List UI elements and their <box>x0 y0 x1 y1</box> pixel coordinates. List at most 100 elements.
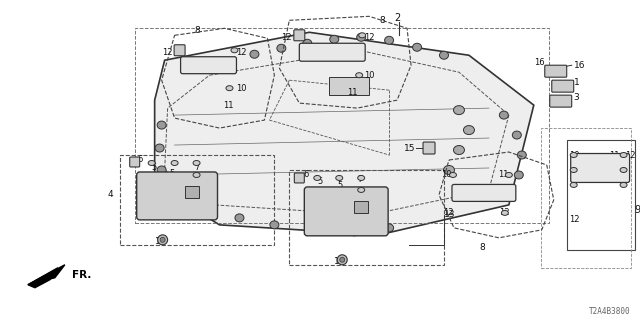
Ellipse shape <box>570 182 577 188</box>
Text: 6: 6 <box>303 171 308 180</box>
FancyBboxPatch shape <box>294 173 304 183</box>
Ellipse shape <box>454 106 465 115</box>
Ellipse shape <box>193 172 200 178</box>
FancyBboxPatch shape <box>571 154 630 182</box>
Text: FR.: FR. <box>72 270 92 280</box>
Polygon shape <box>28 268 58 288</box>
Text: 8: 8 <box>195 26 200 35</box>
Text: 3: 3 <box>573 93 579 102</box>
Ellipse shape <box>336 175 343 180</box>
FancyBboxPatch shape <box>130 157 140 167</box>
Text: 5: 5 <box>170 170 175 179</box>
FancyBboxPatch shape <box>137 172 218 220</box>
Text: 9: 9 <box>635 205 640 215</box>
Ellipse shape <box>513 131 522 139</box>
Ellipse shape <box>358 188 365 192</box>
Text: 12: 12 <box>364 33 374 42</box>
Ellipse shape <box>148 161 155 165</box>
Ellipse shape <box>349 228 358 236</box>
Text: 14: 14 <box>334 257 346 266</box>
Bar <box>566 140 635 250</box>
Ellipse shape <box>220 58 229 66</box>
Text: 13: 13 <box>444 210 456 220</box>
Text: 10: 10 <box>364 71 374 80</box>
Polygon shape <box>155 32 534 235</box>
Ellipse shape <box>310 226 319 234</box>
Ellipse shape <box>277 44 286 52</box>
Bar <box>289 170 444 265</box>
Ellipse shape <box>337 255 348 265</box>
Ellipse shape <box>330 35 339 43</box>
Ellipse shape <box>270 221 279 229</box>
Text: 12: 12 <box>569 215 579 224</box>
FancyBboxPatch shape <box>294 30 305 41</box>
Ellipse shape <box>385 36 394 44</box>
Ellipse shape <box>193 161 200 165</box>
Ellipse shape <box>160 237 165 242</box>
Ellipse shape <box>499 111 508 119</box>
Text: 5: 5 <box>337 181 342 190</box>
Text: 16: 16 <box>534 58 545 67</box>
Text: 11: 11 <box>223 100 234 110</box>
Ellipse shape <box>620 153 627 157</box>
Ellipse shape <box>340 257 345 262</box>
Ellipse shape <box>250 50 259 58</box>
Ellipse shape <box>620 167 627 172</box>
Text: 12: 12 <box>625 150 636 159</box>
Text: 5: 5 <box>317 178 323 187</box>
Ellipse shape <box>449 172 456 178</box>
Text: 14: 14 <box>155 237 166 246</box>
FancyBboxPatch shape <box>552 80 573 92</box>
Ellipse shape <box>506 172 513 178</box>
Text: 12: 12 <box>499 208 509 217</box>
Ellipse shape <box>356 73 363 78</box>
Ellipse shape <box>157 235 168 245</box>
FancyBboxPatch shape <box>452 184 516 201</box>
Ellipse shape <box>171 161 178 165</box>
Ellipse shape <box>303 39 312 47</box>
Text: 16: 16 <box>573 61 585 70</box>
Ellipse shape <box>501 210 508 215</box>
Text: 2: 2 <box>394 13 401 23</box>
Bar <box>329 77 369 95</box>
Text: 7: 7 <box>357 175 363 184</box>
Ellipse shape <box>517 151 526 159</box>
Text: 15: 15 <box>404 144 415 153</box>
Ellipse shape <box>235 214 244 222</box>
Ellipse shape <box>157 121 166 129</box>
Text: 6: 6 <box>138 156 143 164</box>
Ellipse shape <box>358 33 365 38</box>
Ellipse shape <box>620 182 627 188</box>
Text: 10: 10 <box>236 84 247 93</box>
FancyBboxPatch shape <box>545 65 566 77</box>
Ellipse shape <box>413 43 422 51</box>
Bar <box>134 28 548 223</box>
Text: 5: 5 <box>152 164 157 172</box>
Polygon shape <box>28 265 65 285</box>
Ellipse shape <box>385 224 394 232</box>
Ellipse shape <box>454 146 465 155</box>
FancyBboxPatch shape <box>423 142 435 154</box>
Bar <box>354 201 368 213</box>
Ellipse shape <box>440 51 449 59</box>
Ellipse shape <box>231 48 238 53</box>
Ellipse shape <box>444 165 454 174</box>
Text: 10: 10 <box>441 171 451 180</box>
Bar <box>120 155 275 245</box>
Text: 12: 12 <box>236 48 247 57</box>
Text: 12: 12 <box>282 33 292 42</box>
Text: 8: 8 <box>479 243 484 252</box>
Text: 11: 11 <box>348 88 358 97</box>
Ellipse shape <box>504 191 513 199</box>
Ellipse shape <box>226 86 233 91</box>
FancyBboxPatch shape <box>180 57 236 74</box>
Text: 12: 12 <box>162 48 172 57</box>
Ellipse shape <box>515 171 524 179</box>
FancyBboxPatch shape <box>304 187 388 236</box>
Text: 1: 1 <box>573 78 579 87</box>
Text: T2A4B3800: T2A4B3800 <box>589 307 630 316</box>
Ellipse shape <box>570 167 577 172</box>
Ellipse shape <box>314 175 321 180</box>
Text: 10: 10 <box>569 150 579 159</box>
FancyBboxPatch shape <box>300 43 365 61</box>
